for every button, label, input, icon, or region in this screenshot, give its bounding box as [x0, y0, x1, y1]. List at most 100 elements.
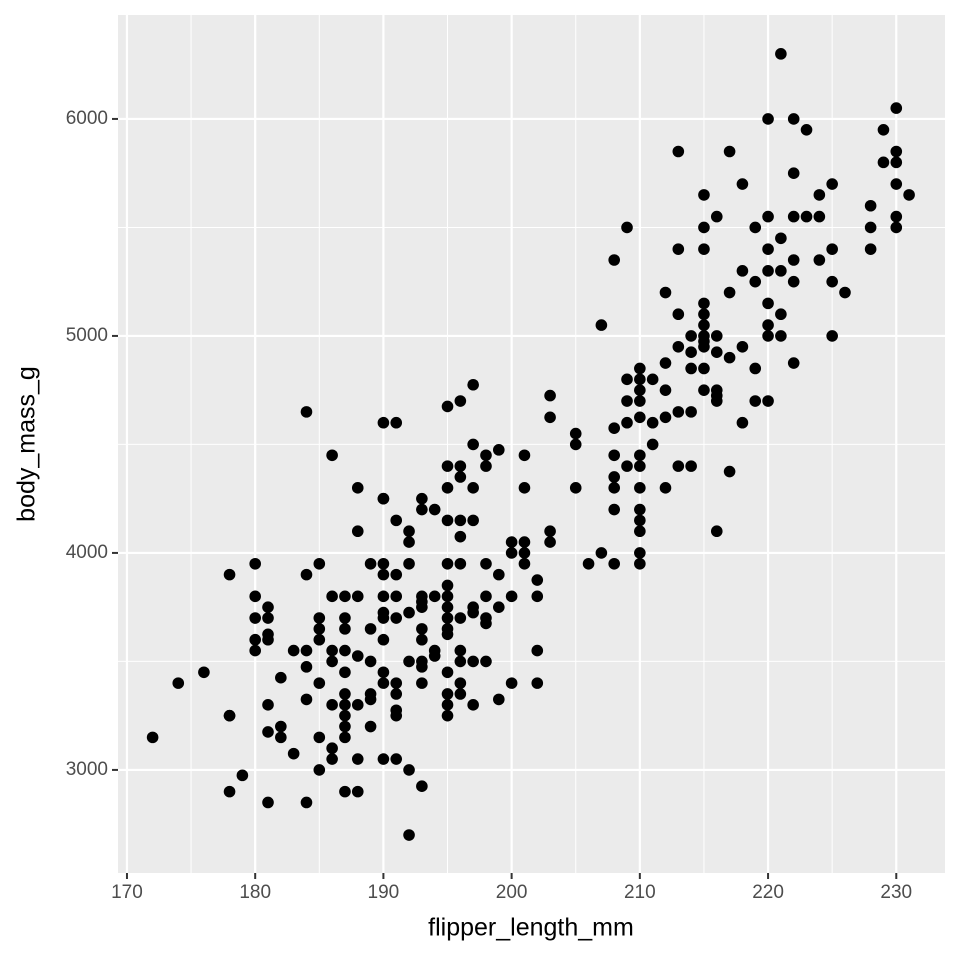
point: [826, 330, 838, 342]
point: [608, 471, 620, 483]
point: [300, 693, 313, 706]
point: [762, 210, 774, 223]
point: [300, 568, 313, 581]
point: [300, 796, 313, 809]
point: [544, 411, 556, 424]
point: [621, 416, 633, 429]
point: [634, 460, 646, 472]
point: [351, 482, 364, 494]
point: [223, 568, 236, 581]
point: [710, 346, 723, 359]
point: [287, 644, 300, 657]
point: [313, 612, 326, 624]
point: [339, 688, 351, 700]
point: [646, 438, 659, 451]
point: [390, 590, 403, 603]
point: [646, 373, 659, 386]
point: [839, 286, 851, 299]
point: [518, 449, 531, 462]
point: [403, 655, 415, 668]
point: [441, 666, 454, 679]
point: [518, 536, 531, 548]
point: [659, 411, 672, 424]
point: [275, 720, 287, 733]
point: [672, 308, 685, 321]
point: [762, 330, 774, 342]
point: [608, 503, 620, 516]
x-tick-label: 220: [752, 882, 784, 903]
point: [275, 671, 287, 684]
point: [659, 286, 672, 299]
point: [339, 785, 351, 798]
point: [890, 221, 903, 234]
point: [275, 731, 287, 744]
point: [364, 720, 377, 733]
point: [326, 753, 338, 765]
point: [736, 178, 749, 190]
point: [339, 590, 351, 603]
point: [621, 395, 633, 407]
point: [403, 557, 415, 570]
point: [403, 829, 415, 841]
x-tick-label: 190: [368, 882, 400, 903]
point: [698, 384, 710, 396]
point: [441, 400, 454, 413]
point: [826, 275, 838, 288]
point: [813, 210, 826, 223]
point: [454, 655, 467, 668]
point: [698, 221, 710, 234]
point: [326, 699, 338, 711]
point: [403, 606, 415, 619]
point: [544, 525, 556, 538]
point: [441, 557, 454, 570]
point: [762, 297, 774, 310]
point: [198, 666, 210, 679]
point: [441, 688, 454, 700]
point: [608, 449, 620, 462]
point: [480, 449, 492, 462]
point: [710, 330, 723, 342]
point: [339, 699, 351, 711]
point: [377, 677, 390, 689]
point: [441, 579, 454, 592]
point: [390, 753, 403, 765]
y-axis-title: body_mass_g: [13, 366, 41, 522]
point: [518, 557, 531, 570]
point: [505, 547, 518, 559]
point: [493, 693, 505, 706]
point: [454, 677, 467, 689]
point: [416, 780, 428, 793]
point: [416, 661, 428, 673]
point: [480, 590, 492, 603]
point: [326, 655, 338, 668]
point: [736, 340, 749, 353]
point: [236, 769, 249, 782]
point: [518, 482, 531, 494]
point: [685, 406, 697, 418]
point: [467, 514, 479, 527]
point: [710, 395, 723, 407]
point: [749, 395, 762, 407]
point: [262, 796, 274, 809]
point: [685, 330, 697, 342]
point: [428, 650, 441, 662]
point: [749, 221, 762, 234]
point: [339, 666, 351, 679]
point: [634, 373, 646, 386]
point: [775, 232, 787, 245]
point: [800, 123, 813, 136]
point: [787, 254, 800, 266]
point: [493, 568, 505, 581]
point: [441, 709, 454, 722]
point: [634, 547, 646, 559]
point: [441, 699, 454, 711]
point: [864, 243, 877, 255]
point: [377, 612, 390, 624]
point: [313, 764, 326, 776]
point: [800, 210, 813, 223]
point: [377, 590, 390, 603]
point: [634, 557, 646, 570]
point: [634, 395, 646, 407]
point: [416, 601, 428, 613]
point: [775, 265, 787, 277]
